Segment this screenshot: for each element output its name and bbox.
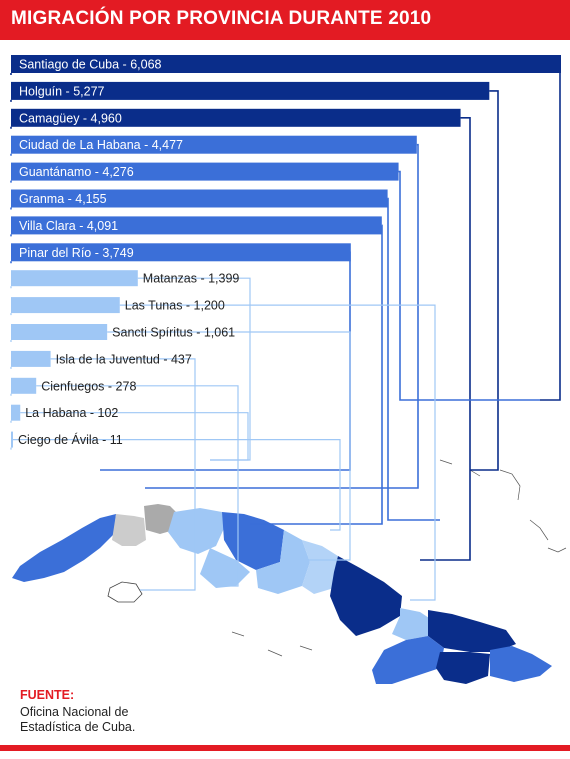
map-province-ciudad-habana	[144, 504, 178, 534]
map-province-santiago-de-cuba	[436, 652, 490, 684]
connector-line	[10, 197, 440, 521]
bar-label: Cienfuegos - 278	[41, 379, 136, 393]
bar-label: Ciudad de La Habana - 4,477	[19, 138, 183, 152]
cuba-map	[12, 459, 567, 684]
bar	[11, 81, 490, 100]
footer-band	[0, 745, 570, 751]
bar-label: Villa Clara - 4,091	[19, 219, 118, 233]
connector-line	[10, 412, 249, 461]
map-province-la-habana	[112, 514, 146, 546]
map-province-isla-juventud	[107, 581, 143, 603]
bar	[11, 243, 351, 262]
map-province-guantanamo	[490, 646, 552, 682]
bar	[11, 55, 561, 73]
connector-line	[10, 224, 383, 525]
header-band	[0, 0, 570, 40]
bar-label: Camagüey - 4,960	[19, 111, 122, 125]
bar-label: Granma - 4,155	[19, 192, 107, 206]
map-province-granma	[372, 636, 444, 684]
map-province-las-tunas	[392, 608, 432, 640]
map-province-pinar-del-rio	[12, 514, 116, 582]
bar	[11, 297, 120, 314]
map-province-matanzas	[168, 508, 226, 554]
bar	[11, 324, 108, 340]
bar	[11, 270, 138, 287]
bar	[11, 135, 417, 154]
bar-label: Guantánamo - 4,276	[19, 165, 134, 179]
map-coastline	[231, 459, 567, 657]
bar	[11, 404, 21, 421]
bar	[11, 216, 382, 235]
source-label: FUENTE:	[20, 688, 75, 702]
connector-line	[10, 385, 239, 587]
connector-line	[10, 331, 351, 561]
map-province-sancti-spiritus	[256, 530, 310, 594]
map-province-ciego-de-avila	[302, 540, 338, 594]
connector-line	[10, 143, 419, 489]
bar-label: Sancti Spíritus - 1,061	[112, 326, 235, 340]
connector-line	[10, 358, 196, 591]
bar-label: Isla de la Juventud - 437	[56, 352, 192, 366]
connector-line	[10, 439, 341, 531]
bar-label: Santiago de Cuba - 6,068	[19, 58, 162, 72]
source-text: Oficina Nacional de Estadística de Cuba.	[20, 705, 136, 734]
map-province-holguin	[428, 610, 516, 652]
bar-label: Ciego de Ávila - 11	[18, 432, 123, 447]
connector-line	[10, 170, 540, 401]
bar-label: Las Tunas - 1,200	[125, 299, 225, 313]
connector-line	[10, 304, 436, 601]
connector-line	[10, 90, 499, 471]
bar-label: Matanzas - 1,399	[143, 272, 240, 286]
bar	[11, 189, 388, 208]
bar	[11, 108, 461, 127]
bar-label: Pinar del Río - 3,749	[19, 246, 134, 260]
bar-label: La Habana - 102	[25, 406, 118, 420]
bar	[11, 431, 13, 448]
map-province-camaguey	[330, 556, 402, 636]
bar	[11, 377, 37, 394]
bar	[11, 350, 51, 367]
connector-line	[10, 117, 471, 561]
chart-title: MIGRACIÓN POR PROVINCIA DURANTE 2010	[11, 8, 432, 29]
bar-label: Holguín - 5,277	[19, 84, 105, 98]
bar	[11, 162, 399, 181]
